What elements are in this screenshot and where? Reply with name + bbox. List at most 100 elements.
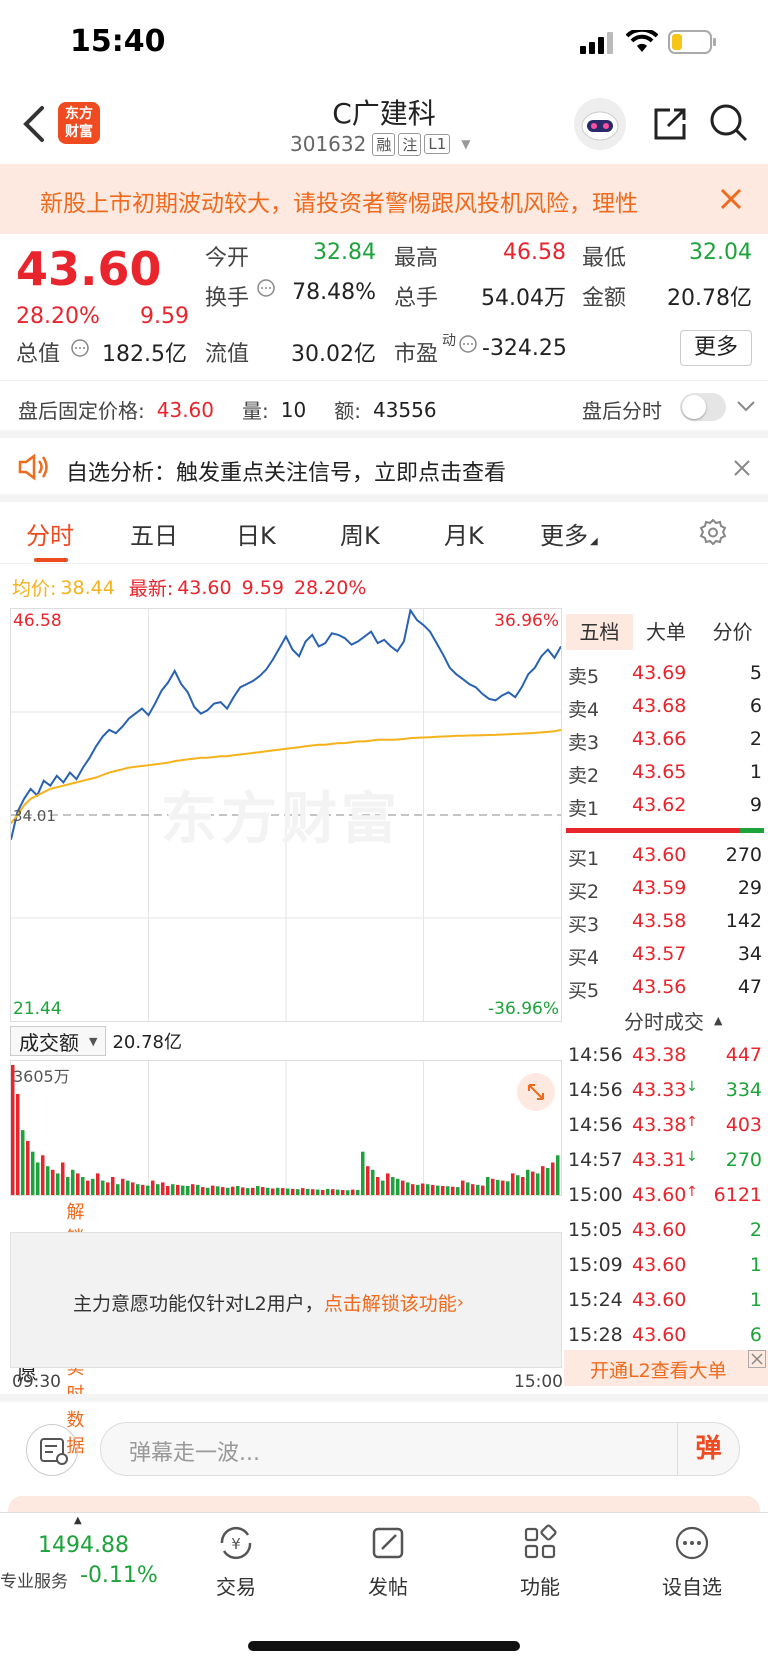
orderbook-row[interactable]: 买5 43.56 47 (564, 972, 764, 1005)
volume-bar (506, 1181, 510, 1195)
orderbook-row[interactable]: 买2 43.59 29 (564, 873, 764, 906)
search-icon[interactable] (708, 102, 750, 148)
battery-icon (668, 30, 718, 58)
comment-list-icon[interactable] (26, 1424, 78, 1476)
index-widget[interactable]: ▲ 1494.88 专业服务 -0.11% (0, 1513, 160, 1603)
volume-bar (491, 1178, 495, 1195)
volume-bar (236, 1186, 240, 1195)
volume-bar (316, 1189, 320, 1195)
level-label: 卖1 (568, 798, 600, 820)
after-hours-amt: 43556 (372, 397, 437, 422)
share-icon[interactable] (650, 104, 690, 148)
volume-bar (256, 1186, 260, 1195)
level-price: 43.66 (632, 728, 687, 750)
quote-panel: 43.60 28.20% 9.59 总值 182.5亿 今开 32.84 换手 … (0, 234, 768, 380)
orderbook-tab-0[interactable]: 五档 (566, 614, 633, 650)
orderbook-row[interactable]: 卖3 43.66 2 (564, 724, 764, 757)
volume-chart[interactable]: 3605万 (10, 1060, 562, 1196)
orderbook-tab-2[interactable]: 分价 (712, 620, 753, 644)
chevron-down-icon[interactable] (736, 399, 756, 418)
volume-bar (21, 1130, 25, 1195)
orderbook-row[interactable]: 卖2 43.65 1 (564, 757, 764, 790)
tab-0[interactable]: 分时 (26, 516, 74, 562)
pe-superscript: 动 (442, 333, 456, 349)
high-label: 最高 (394, 246, 439, 271)
tick-price: 43.33 (632, 1079, 687, 1101)
after-hours-amt-label: 额: (334, 399, 361, 423)
volume-bar (436, 1185, 440, 1195)
nav-functions[interactable]: 功能 (500, 1523, 580, 1603)
nav-add-watchlist[interactable]: 设自选 (652, 1523, 732, 1603)
close-banner-icon[interactable] (718, 186, 744, 216)
orderbook-row[interactable]: 买3 43.58 142 (564, 906, 764, 939)
volume-bar (31, 1151, 35, 1195)
volume-bar (391, 1177, 395, 1195)
tab-2[interactable]: 日K (236, 516, 276, 551)
level-price: 43.58 (632, 910, 687, 932)
ticks-header[interactable]: 分时成交 ▲ (624, 1006, 722, 1035)
more-button[interactable]: 更多 (680, 330, 752, 366)
volume-dropdown[interactable]: 成交额 ▼ (10, 1026, 107, 1056)
l2-promo-bar[interactable]: 开通L2查看大单 (564, 1350, 768, 1386)
tick-volume: 1 (749, 1289, 762, 1311)
close-notice-icon[interactable] (732, 458, 752, 482)
orderbook-row[interactable]: 卖5 43.69 5 (564, 658, 764, 691)
info-icon[interactable] (256, 278, 276, 302)
notice-row[interactable]: 自选分析：触发重点关注信号，立即点击查看 (0, 438, 768, 502)
level-price: 43.69 (632, 662, 687, 684)
app-logo[interactable]: 东方 财富 (58, 102, 100, 144)
pct-min-label: -36.96% (488, 999, 559, 1019)
price-chart[interactable]: 东方财富 46.58 36.96% 21.44 -36.96% 34.01 (10, 608, 562, 1022)
nav-post[interactable]: 发帖 (348, 1523, 428, 1603)
level-label: 买2 (568, 881, 600, 903)
order-book: 五档 大单 分价 卖5 43.69 5 卖4 43.68 6 卖3 43.66 2 卖2 43.65 1 卖… (564, 608, 768, 1386)
orderbook-row[interactable]: 买4 43.57 34 (564, 939, 764, 972)
volume-bar (71, 1169, 75, 1195)
settings-gear-icon[interactable] (698, 518, 728, 552)
volume-bar (556, 1155, 560, 1195)
expand-icon[interactable] (517, 1073, 555, 1111)
orderbook-row[interactable]: 买1 43.60 270 (564, 840, 764, 873)
l2-promo-text: 开通L2查看大单 (590, 1360, 727, 1382)
main-force-info: 主力意愿功能仅针对L2用户， (73, 1293, 324, 1315)
float-value-label: 流值 (205, 342, 250, 367)
back-button[interactable] (20, 104, 48, 148)
tab-3[interactable]: 周K (340, 516, 380, 551)
volume-total: 20.78亿 (112, 1032, 182, 1053)
info-icon[interactable] (70, 338, 90, 362)
volume-bar (446, 1186, 450, 1195)
volume-bar (401, 1180, 405, 1195)
orderbook-row[interactable]: 卖1 43.62 9 (564, 790, 764, 823)
danmu-input[interactable]: 弹幕走一波... 弹 (100, 1422, 740, 1476)
tick-volume: 334 (725, 1079, 762, 1101)
volume-bar (356, 1190, 360, 1195)
volume-bar (511, 1173, 515, 1195)
turnover-label: 换手 (205, 286, 250, 311)
volume-bar (296, 1189, 300, 1195)
tab-5[interactable]: 更多 ◢ (540, 516, 598, 551)
orderbook-row[interactable]: 卖4 43.68 6 (564, 691, 764, 724)
tab-4[interactable]: 月K (444, 516, 484, 551)
info-icon[interactable] (458, 334, 478, 358)
volume-bar (226, 1187, 230, 1195)
robot-avatar-icon[interactable] (574, 98, 626, 150)
volume-bar (36, 1162, 40, 1195)
level-volume: 6 (749, 695, 762, 717)
total-value-label: 总值 (16, 342, 61, 367)
dropdown-icon[interactable]: ▼ (461, 137, 471, 151)
tick-volume: 2 (749, 1219, 762, 1241)
tick-row: 15:24 43.60 1 (564, 1285, 768, 1320)
tick-volume: 447 (725, 1044, 762, 1066)
orderbook-tab-1[interactable]: 大单 (646, 620, 686, 644)
tab-1[interactable]: 五日 (130, 516, 178, 551)
close-promo-icon[interactable] (748, 1350, 766, 1368)
level-price: 43.62 (632, 794, 687, 816)
after-hours-vol: 10 (280, 397, 307, 422)
main-force-unlock-link[interactable]: 点击解锁该功能 (323, 1293, 457, 1315)
pe-label: 市盈 (394, 342, 439, 367)
nav-trade[interactable]: ¥ 交易 (196, 1523, 276, 1603)
danmu-toggle-icon[interactable]: 弹 (677, 1423, 739, 1475)
after-hours-toggle[interactable] (680, 393, 726, 421)
volume-bar (311, 1189, 315, 1195)
volume-value: 54.04万 (481, 286, 566, 311)
